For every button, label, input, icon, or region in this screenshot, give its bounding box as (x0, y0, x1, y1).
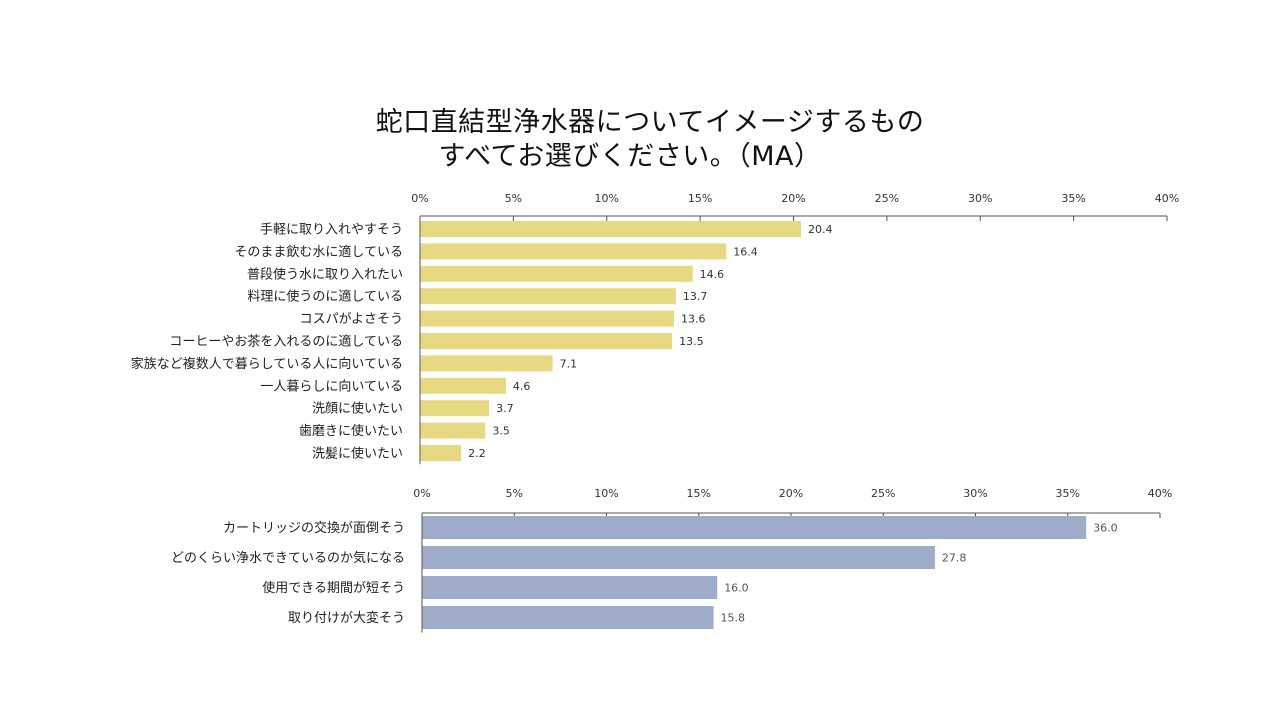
bar (420, 288, 676, 305)
x-tick-label: 40% (1155, 192, 1179, 205)
data-label: 7.1 (560, 357, 578, 370)
data-label: 4.6 (513, 380, 531, 393)
bar (420, 310, 674, 327)
category-label: コーヒーやお茶を入れるのに適している (169, 334, 403, 350)
category-label: どのくらい浄水できているのか気になる (171, 550, 405, 566)
x-tick-label: 35% (1056, 487, 1080, 500)
x-tick-label: 15% (687, 487, 711, 500)
category-label: 取り付けが大変そう (288, 610, 405, 626)
category-label: 手軽に取り入れやすそう (260, 223, 403, 238)
category-label: 一人暮らしに向いている (260, 378, 403, 394)
x-tick-label: 5% (505, 192, 522, 205)
x-tick-label: 0% (411, 192, 428, 205)
x-tick-label: 5% (506, 487, 523, 500)
data-label: 15.8 (721, 612, 746, 625)
data-label: 3.5 (492, 425, 510, 438)
bar (420, 355, 553, 372)
x-tick-label: 15% (688, 192, 712, 205)
x-tick-label: 25% (871, 487, 895, 500)
x-tick-label: 40% (1148, 487, 1172, 500)
x-tick-label: 35% (1061, 192, 1085, 205)
bar (420, 265, 693, 282)
x-tick-label: 20% (779, 487, 803, 500)
chart-title-line-2: すべてお選びください。（MA） (438, 141, 822, 172)
category-label: 料理に使うのに適している (247, 289, 403, 305)
x-tick-label: 25% (875, 192, 899, 205)
data-label: 20.4 (808, 223, 833, 236)
data-label: 36.0 (1093, 522, 1118, 535)
bar (422, 516, 1087, 539)
bar (420, 377, 506, 394)
chart-title-line-1: 蛇口直結型浄水器についてイメージするもの (375, 107, 925, 138)
bar (420, 445, 462, 461)
data-label: 13.7 (683, 290, 708, 303)
data-label: 27.8 (942, 552, 967, 565)
category-label: コスパがよさそう (300, 312, 403, 327)
bar (420, 422, 486, 439)
category-label: 歯磨きに使いたい (299, 423, 403, 439)
data-label: 3.7 (496, 402, 514, 415)
data-label: 2.2 (468, 447, 486, 460)
data-label: 13.5 (679, 335, 704, 348)
category-label: カートリッジの交換が面倒そう (223, 520, 405, 536)
category-label: 洗顔に使いたい (312, 401, 403, 417)
x-tick-label: 10% (594, 487, 618, 500)
category-label: 使用できる期間が短そう (262, 580, 405, 596)
x-tick-label: 30% (968, 192, 992, 205)
bar (420, 243, 727, 260)
category-label: 家族など複数人で暮らしている人に向いている (131, 356, 403, 372)
category-label: 洗髪に使いたい (312, 446, 403, 462)
data-label: 16.0 (724, 582, 749, 595)
category-label: そのまま飲む水に適している (234, 244, 403, 260)
x-tick-label: 20% (781, 192, 805, 205)
data-label: 16.4 (733, 245, 758, 258)
data-label: 14.6 (700, 268, 725, 281)
bar (422, 606, 714, 629)
bar (422, 546, 935, 569)
bar (420, 400, 490, 417)
bar (422, 576, 718, 599)
x-tick-label: 10% (595, 192, 619, 205)
category-label: 普段使う水に取り入れたい (247, 266, 403, 282)
x-tick-label: 30% (963, 487, 987, 500)
data-label: 13.6 (681, 313, 706, 326)
bar (420, 333, 673, 349)
x-tick-label: 0% (413, 487, 430, 500)
bar (420, 221, 801, 237)
